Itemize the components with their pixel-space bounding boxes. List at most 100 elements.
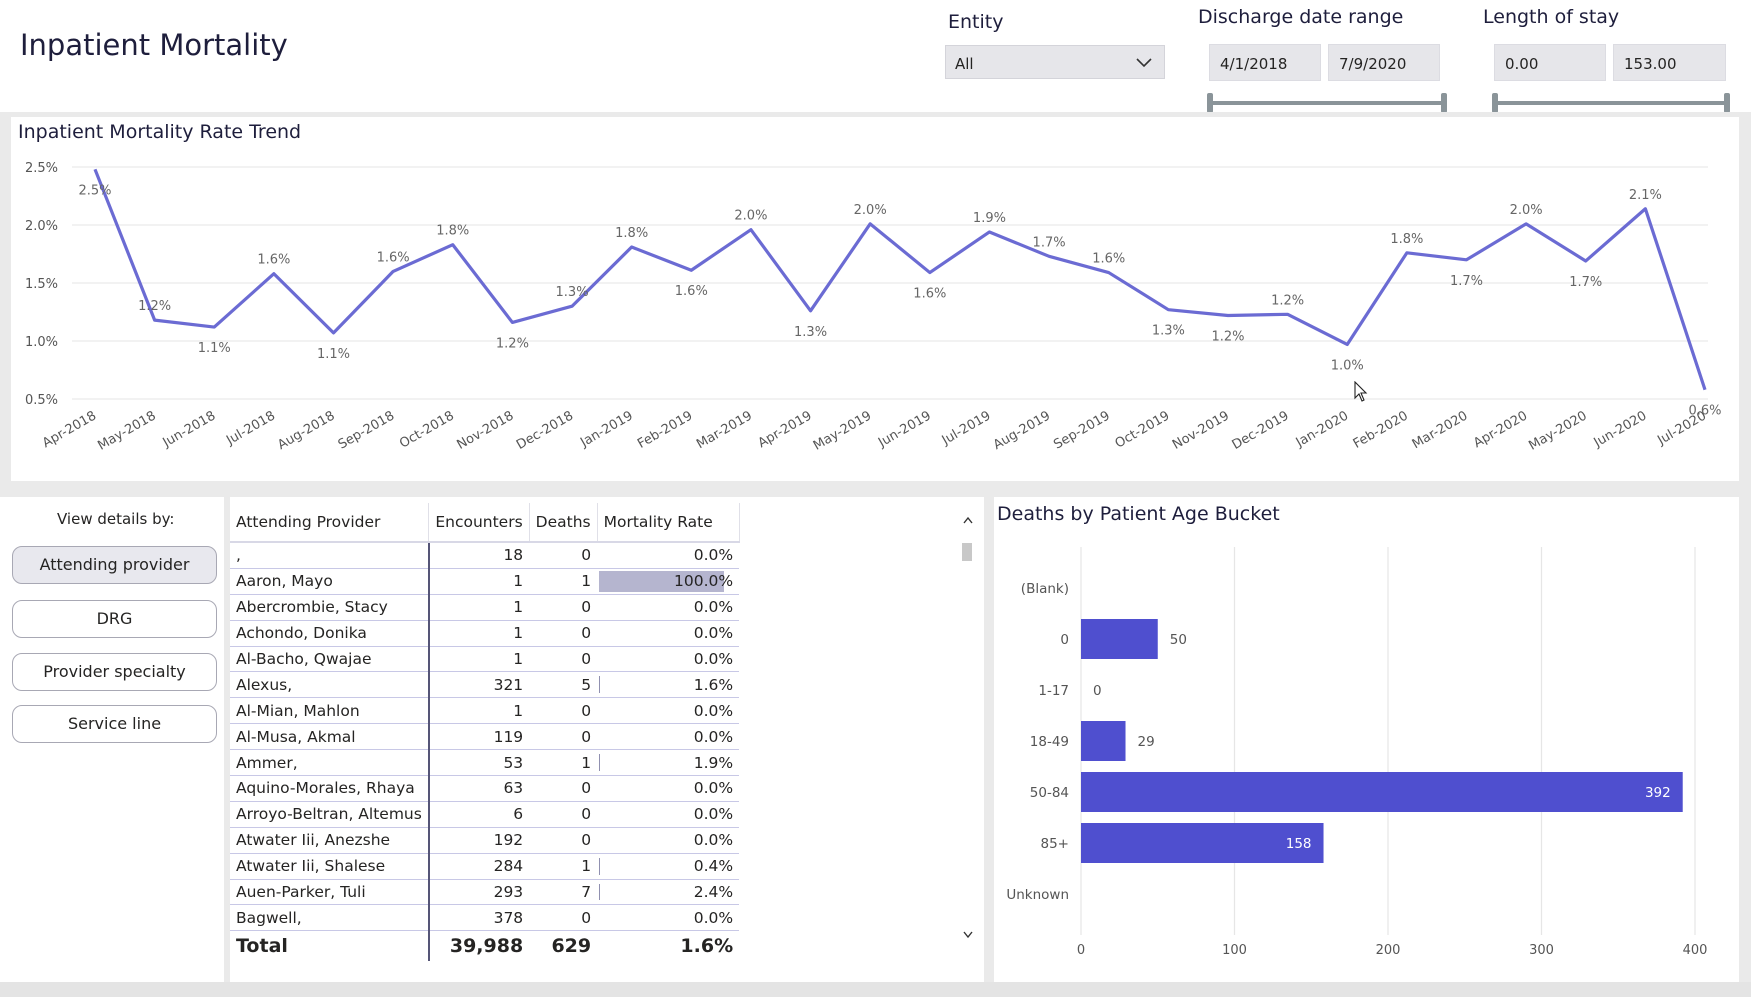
- deaths-cell: 1: [529, 853, 598, 880]
- mortality-rate-cell: 0.0%: [597, 594, 740, 621]
- mortality-rate-cell: 0.0%: [597, 542, 740, 569]
- data-label: 1.0%: [1331, 358, 1364, 373]
- table-row[interactable]: Atwater Iii, Anezshe 192 0 0.0%: [230, 827, 740, 854]
- los-slider-min-handle[interactable]: [1492, 93, 1498, 113]
- column-header-mortality-rate[interactable]: Mortality Rate: [597, 503, 740, 543]
- category-label: 0: [1060, 632, 1069, 648]
- trend-line-chart: 2.5%2.0%1.5%1.0%0.5%2.5%Apr-20181.2%May-…: [25, 161, 1722, 454]
- table-row[interactable]: Ammer, 53 1 1.9%: [230, 749, 740, 777]
- encounters-cell: 18: [428, 542, 530, 569]
- deaths-cell: 0: [529, 594, 598, 621]
- mortality-rate-value: 0.0%: [693, 624, 734, 643]
- category-label: Unknown: [1006, 887, 1069, 903]
- provider-name-cell: Alexus,: [230, 671, 430, 699]
- table-scrollbar-thumb[interactable]: [962, 543, 972, 561]
- total-deaths: 629: [551, 935, 592, 958]
- los-max-input[interactable]: 153.00: [1613, 44, 1726, 81]
- encounters-cell: 6: [428, 801, 530, 828]
- table-row[interactable]: Al-Bacho, Qwajae 1 0 0.0%: [230, 646, 740, 673]
- data-label: 1.3%: [556, 285, 589, 300]
- y-tick-label: 2.5%: [25, 161, 58, 176]
- mortality-rate-value: 0.0%: [693, 546, 734, 565]
- discharge-slider-start-handle[interactable]: [1207, 93, 1213, 113]
- data-label: 2.0%: [1510, 203, 1543, 218]
- mortality-rate-cell: 0.0%: [597, 646, 740, 673]
- age-bar: [1081, 823, 1324, 863]
- category-label: 1-17: [1038, 683, 1069, 699]
- y-tick-label: 2.0%: [25, 219, 58, 234]
- total-encounters: 39,988: [449, 935, 524, 958]
- table-row[interactable]: Al-Mian, Mahlon 1 0 0.0%: [230, 697, 740, 725]
- deaths-cell: 1: [529, 749, 598, 777]
- table-scrollbar[interactable]: [962, 508, 974, 948]
- bar-value-label: 29: [1138, 734, 1155, 750]
- provider-name-cell: Atwater Iii, Anezshe: [230, 827, 430, 854]
- view-by-provider-specialty-button[interactable]: Provider specialty: [12, 653, 217, 691]
- entity-dropdown[interactable]: All: [945, 45, 1165, 79]
- mortality-rate-value: 0.4%: [693, 857, 734, 876]
- view-by-service-line-button[interactable]: Service line: [12, 705, 217, 743]
- category-label: 18-49: [1030, 734, 1069, 750]
- column-header-provider[interactable]: Attending Provider: [230, 503, 430, 543]
- data-label: 1.2%: [1211, 329, 1244, 344]
- table-row[interactable]: Alexus, 321 5 1.6%: [230, 671, 740, 699]
- table-row[interactable]: Abercrombie, Stacy 1 0 0.0%: [230, 594, 740, 621]
- los-min-input[interactable]: 0.00: [1494, 44, 1606, 81]
- view-by-attending-provider-button[interactable]: Attending provider: [12, 546, 217, 584]
- mortality-rate-value: 2.4%: [693, 883, 734, 902]
- encounters-cell: 119: [428, 723, 530, 751]
- column-header-encounters[interactable]: Encounters: [428, 503, 530, 543]
- column-header-deaths[interactable]: Deaths: [529, 503, 598, 543]
- age-bar: [1081, 619, 1158, 659]
- provider-name-cell: Bagwell,: [230, 904, 430, 932]
- y-tick-label: 0.5%: [25, 393, 58, 408]
- mortality-rate-cell: 0.4%: [597, 853, 740, 880]
- encounters-cell: 63: [428, 775, 530, 802]
- data-label: 1.3%: [794, 325, 827, 340]
- table-row[interactable]: Arroyo-Beltran, Altemus 6 0 0.0%: [230, 801, 740, 828]
- mortality-rate-cell: 0.0%: [597, 775, 740, 802]
- mortality-rate-cell: 0.0%: [597, 620, 740, 647]
- bar-value-label: 392: [1645, 785, 1671, 801]
- table-row[interactable]: Aquino-Morales, Rhaya 63 0 0.0%: [230, 775, 740, 802]
- table-row[interactable]: Al-Musa, Akmal 119 0 0.0%: [230, 723, 740, 751]
- data-label: 1.1%: [317, 347, 350, 362]
- x-tick-label: 200: [1376, 943, 1401, 958]
- total-label: Total: [230, 930, 430, 962]
- divider: [0, 117, 11, 482]
- table-row[interactable]: Achondo, Donika 1 0 0.0%: [230, 620, 740, 647]
- mortality-rate-value: 0.0%: [693, 908, 734, 927]
- rate-data-bar: [599, 570, 725, 592]
- discharge-start-input[interactable]: 4/1/2018: [1209, 44, 1321, 81]
- encounters-cell: 53: [428, 749, 530, 777]
- mortality-rate-cell: 1.9%: [597, 749, 740, 777]
- table-row[interactable]: , 18 0 0.0%: [230, 542, 740, 569]
- discharge-end-input[interactable]: 7/9/2020: [1328, 44, 1440, 81]
- deaths-cell: 0: [529, 904, 598, 932]
- data-label: 1.2%: [138, 299, 171, 314]
- mortality-rate-value: 0.0%: [693, 805, 734, 824]
- bottom-strip: [0, 982, 1751, 997]
- table-row[interactable]: Aaron, Mayo 1 1 100.0%: [230, 568, 740, 595]
- page-title: Inpatient Mortality: [20, 28, 288, 62]
- data-label: 1.6%: [257, 253, 290, 268]
- table-row[interactable]: Atwater Iii, Shalese 284 1 0.4%: [230, 853, 740, 880]
- trend-series-line: [93, 168, 1707, 391]
- discharge-slider-track[interactable]: [1209, 101, 1446, 105]
- data-label: 1.6%: [377, 250, 410, 265]
- los-slider-max-handle[interactable]: [1724, 93, 1730, 113]
- provider-name-cell: Abercrombie, Stacy: [230, 594, 430, 621]
- table-row[interactable]: Bagwell, 378 0 0.0%: [230, 904, 740, 932]
- discharge-slicer-label: Discharge date range: [1198, 6, 1404, 28]
- data-label: 1.8%: [615, 226, 648, 241]
- discharge-slider-end-handle[interactable]: [1441, 93, 1447, 113]
- view-by-drg-button[interactable]: DRG: [12, 600, 217, 638]
- mortality-rate-cell: 0.0%: [597, 827, 740, 854]
- data-label: 2.5%: [78, 183, 111, 198]
- total-mortality-rate: 1.6%: [680, 935, 734, 958]
- table-row[interactable]: Auen-Parker, Tuli 293 7 2.4%: [230, 879, 740, 906]
- mortality-rate-value: 0.0%: [693, 727, 734, 746]
- deaths-cell: 0: [529, 827, 598, 854]
- los-slider-track[interactable]: [1494, 101, 1729, 105]
- rate-data-bar: [599, 857, 601, 875]
